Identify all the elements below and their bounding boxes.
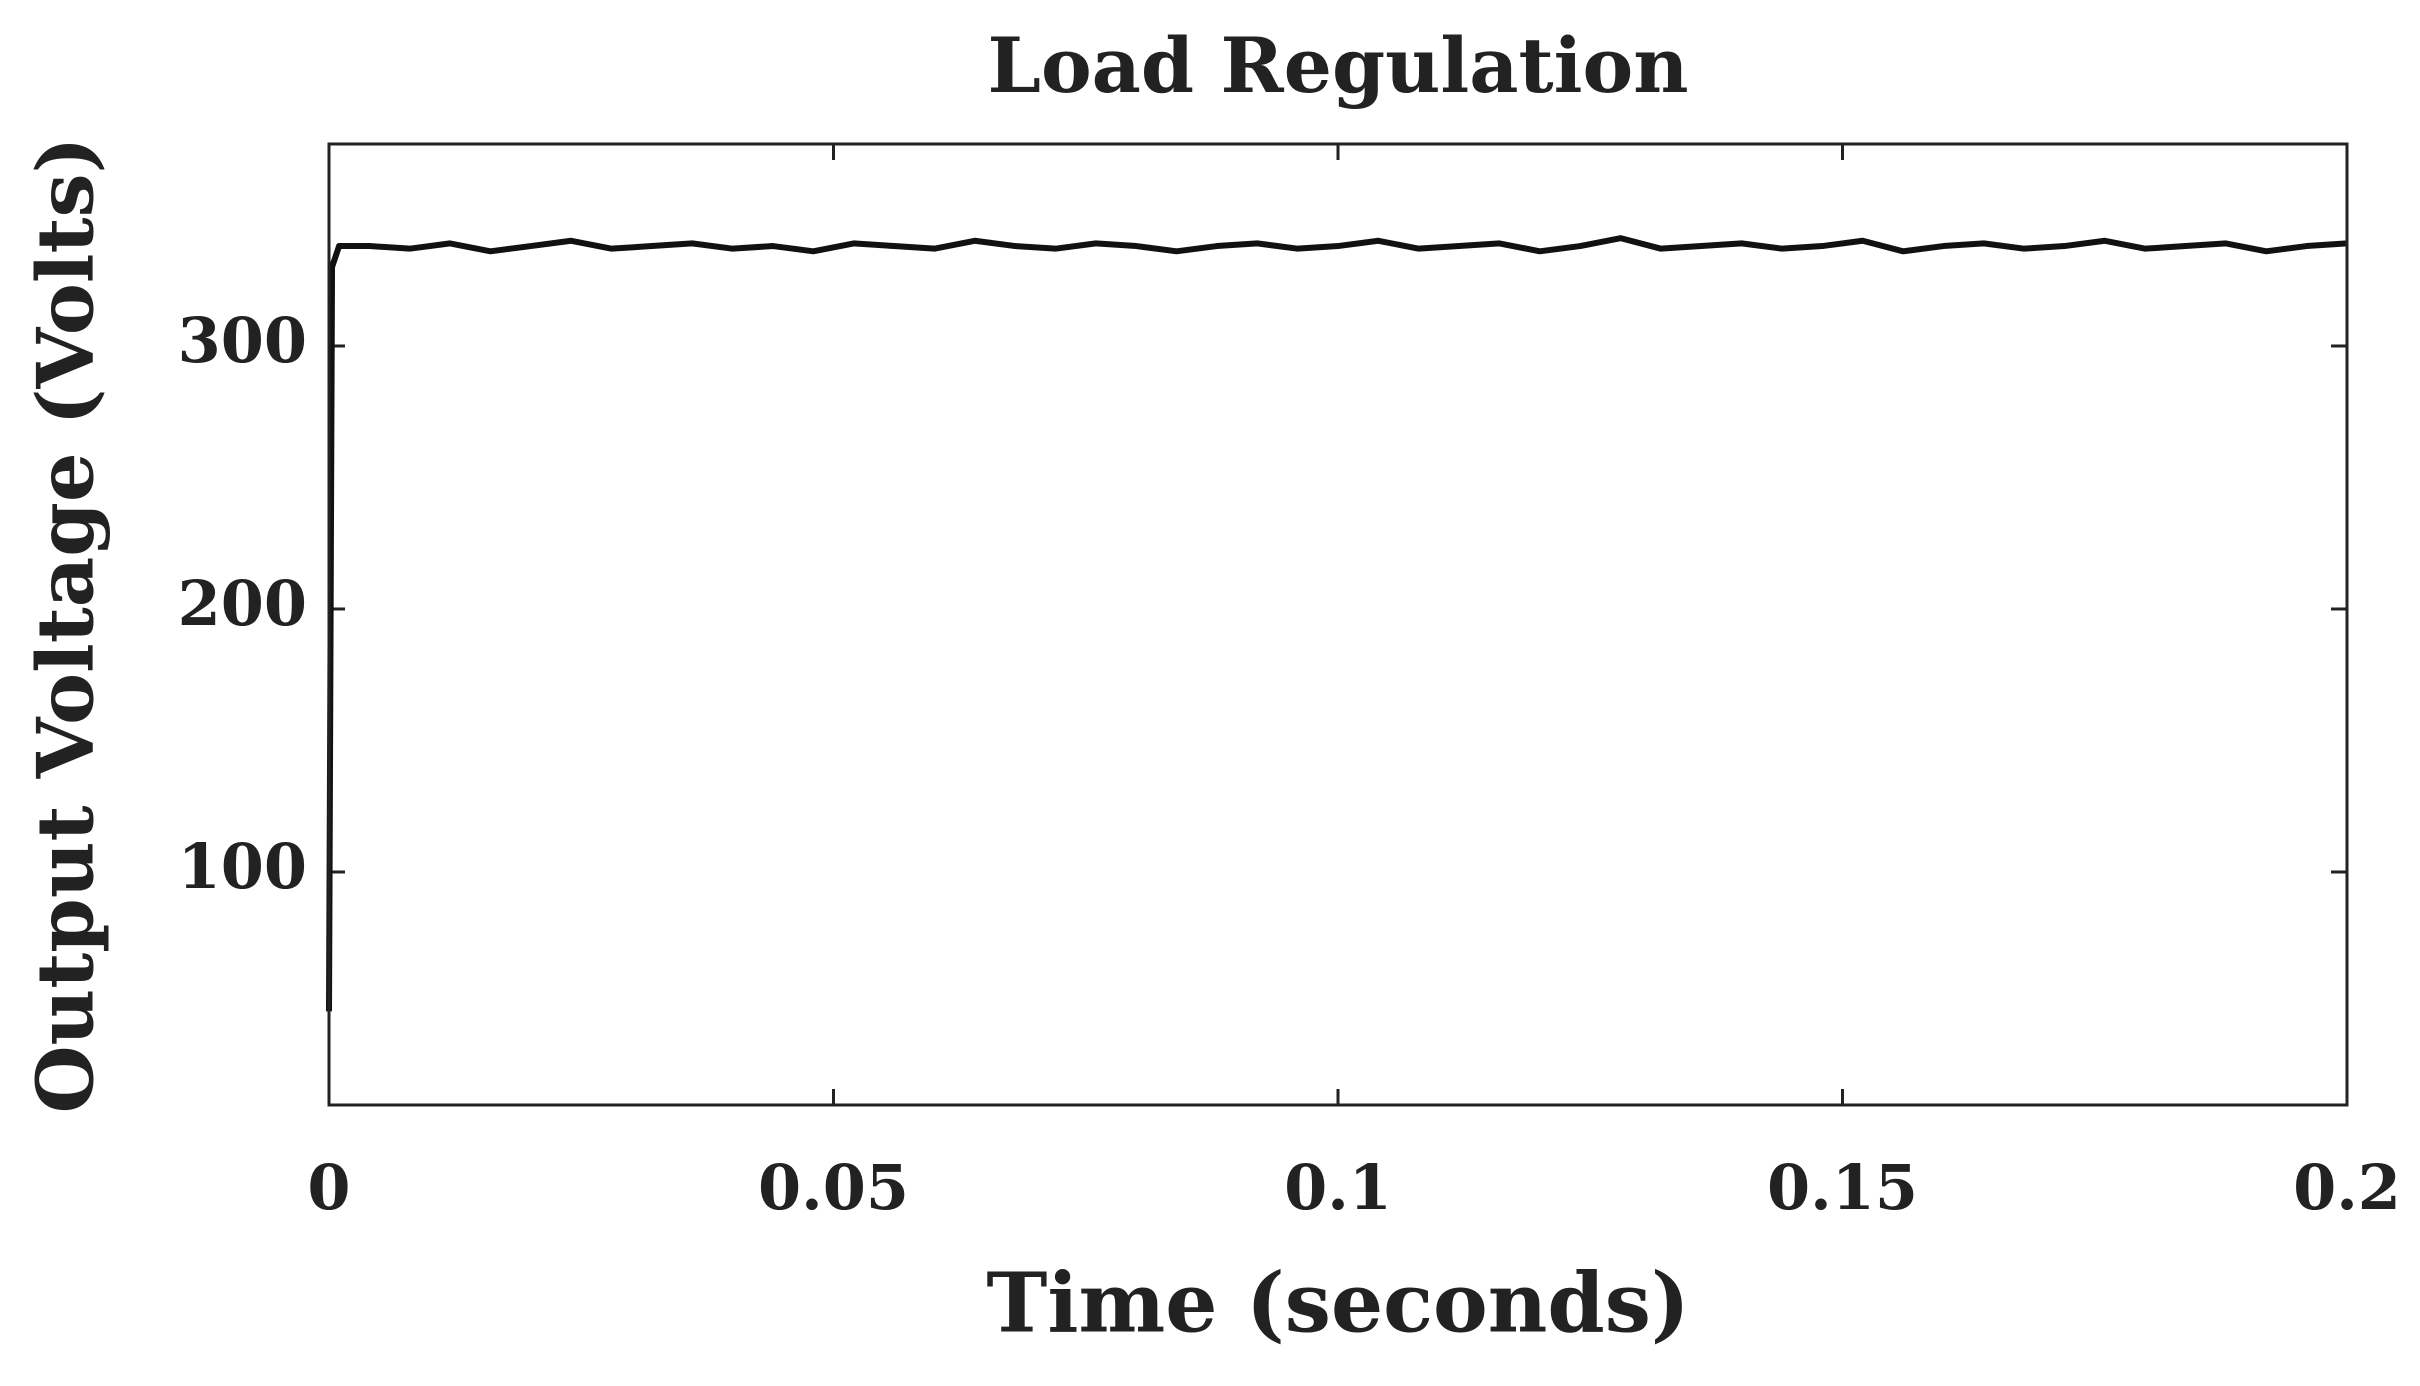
y-axis-label: Output Voltage (Volts) (21, 137, 112, 1114)
x-tick-label: 0.15 (1767, 1151, 1918, 1224)
y-tick-label: 100 (178, 830, 307, 903)
x-tick-label: 0.2 (2293, 1151, 2401, 1224)
x-tick-label: 0.05 (758, 1151, 909, 1224)
data-line (326, 235, 2348, 1012)
x-tick-label: 0.1 (1284, 1151, 1392, 1224)
x-axis-label: Time (seconds) (986, 1255, 1689, 1351)
y-tick-label: 300 (178, 304, 307, 377)
x-tick-label: 0 (307, 1151, 350, 1224)
chart-title: Load Regulation (988, 21, 1689, 110)
plot-frame (327, 142, 2349, 1107)
y-tick-label: 200 (178, 567, 307, 640)
